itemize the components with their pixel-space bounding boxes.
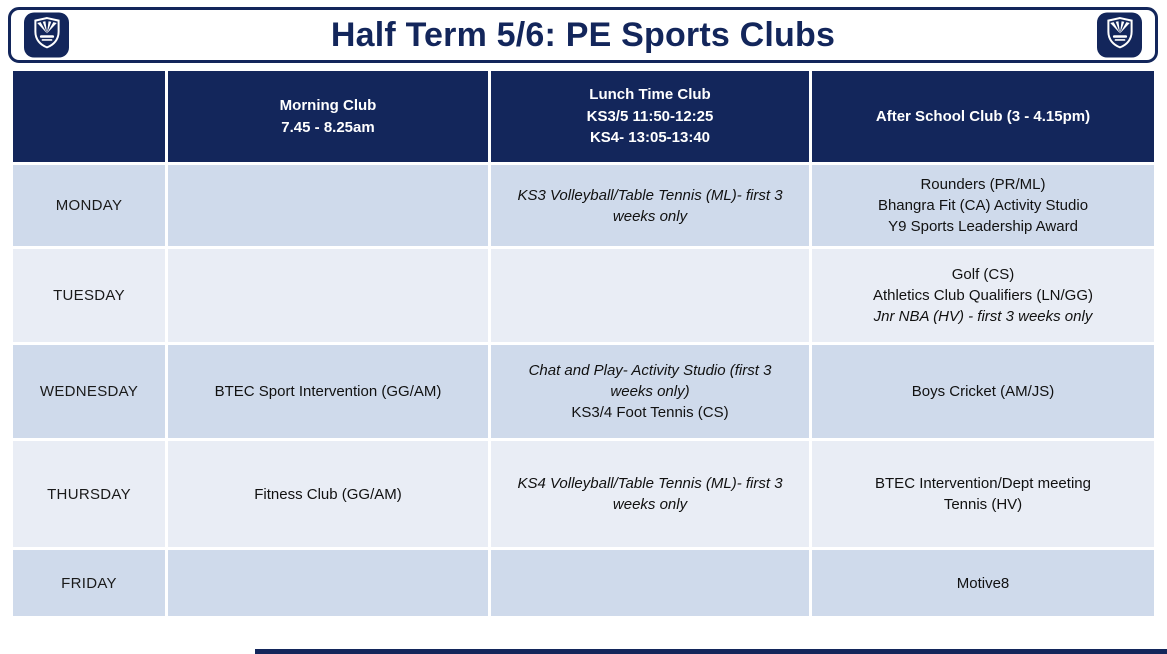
table-row-monday: MONDAY KS3 Volleyball/Table Tennis (ML)-…: [13, 165, 1154, 246]
club-entry: Rounders (PR/ML): [920, 176, 1046, 193]
school-logo-right: [1097, 12, 1142, 58]
club-entry: Tennis (HV): [943, 496, 1023, 513]
cell-friday-after-school: Motive8: [812, 550, 1154, 616]
cell-wednesday-lunch: Chat and Play- Activity Studio (first 3 …: [491, 345, 809, 438]
cell-thursday-lunch: KS4 Volleyball/Table Tennis (ML)- first …: [491, 441, 809, 547]
cell-friday-morning: [168, 550, 488, 616]
club-entry: BTEC Sport Intervention (GG/AM): [214, 383, 442, 400]
club-entry: KS4 Volleyball/Table Tennis (ML)- first …: [517, 475, 783, 513]
cell-thursday-morning: Fitness Club (GG/AM): [168, 441, 488, 547]
cell-tuesday-lunch: [491, 249, 809, 342]
school-logo-left: [24, 12, 69, 58]
club-entry: Motive8: [956, 574, 1010, 592]
cell-friday-lunch: [491, 550, 809, 616]
club-entry: Bhangra Fit (CA) Activity Studio: [877, 197, 1089, 214]
header-after-school-club: After School Club (3 - 4.15pm): [812, 71, 1154, 162]
cell-monday-morning: [168, 165, 488, 246]
cell-tuesday-morning: [168, 249, 488, 342]
club-entry: Fitness Club (GG/AM): [254, 485, 402, 503]
school-crest-icon: [30, 16, 64, 55]
header-lunch-club: Lunch Time Club KS3/5 11:50-12:25 KS4- 1…: [491, 71, 809, 162]
column-header-line: KS4- 13:05-13:40: [589, 129, 711, 147]
day-label: FRIDAY: [13, 550, 165, 616]
page-title: Half Term 5/6: PE Sports Clubs: [330, 15, 836, 54]
table-row-friday: FRIDAY Motive8: [13, 550, 1154, 616]
table-row-wednesday: WEDNESDAY BTEC Sport Intervention (GG/AM…: [13, 345, 1154, 438]
club-entry: KS3 Volleyball/Table Tennis (ML)- first …: [517, 186, 783, 225]
column-header-line: Morning Club: [279, 96, 377, 114]
table-row-tuesday: TUESDAY Golf (CS) Athletics Club Qualifi…: [13, 249, 1154, 342]
cell-wednesday-morning: BTEC Sport Intervention (GG/AM): [168, 345, 488, 438]
bottom-accent-bar: [255, 649, 1167, 654]
club-entry: Y9 Sports Leadership Award: [888, 218, 1078, 235]
cell-wednesday-after-school: Boys Cricket (AM/JS): [812, 345, 1154, 438]
club-entry: Chat and Play- Activity Studio (first 3 …: [528, 362, 772, 400]
cell-tuesday-after-school: Golf (CS) Athletics Club Qualifiers (LN/…: [812, 249, 1154, 342]
cell-thursday-after-school: BTEC Intervention/Dept meeting Tennis (H…: [812, 441, 1154, 547]
day-label: THURSDAY: [13, 441, 165, 547]
header-day-column: [13, 71, 165, 162]
club-entry: Boys Cricket (AM/JS): [911, 383, 1055, 400]
header-morning-club: Morning Club 7.45 - 8.25am: [168, 71, 488, 162]
school-crest-icon: [1103, 16, 1137, 55]
day-label: MONDAY: [13, 165, 165, 246]
clubs-table: Morning Club 7.45 - 8.25am Lunch Time Cl…: [10, 68, 1157, 619]
day-label: WEDNESDAY: [13, 345, 165, 438]
column-header-line: Lunch Time Club: [589, 85, 711, 103]
column-header-line: 7.45 - 8.25am: [281, 118, 375, 136]
club-entry: BTEC Intervention/Dept meeting: [875, 475, 1091, 492]
cell-monday-after-school: Rounders (PR/ML) Bhangra Fit (CA) Activi…: [812, 165, 1154, 246]
cell-monday-lunch: KS3 Volleyball/Table Tennis (ML)- first …: [491, 165, 809, 246]
title-bar: Half Term 5/6: PE Sports Clubs: [8, 7, 1158, 63]
club-entry: Golf (CS): [951, 266, 1015, 283]
column-header-line: KS3/5 11:50-12:25: [586, 107, 714, 125]
day-label: TUESDAY: [13, 249, 165, 342]
column-header-line: After School Club (3 - 4.15pm): [875, 107, 1091, 125]
header-row: Morning Club 7.45 - 8.25am Lunch Time Cl…: [13, 71, 1154, 162]
table-row-thursday: THURSDAY Fitness Club (GG/AM) KS4 Volley…: [13, 441, 1154, 547]
club-entry: KS3/4 Foot Tennis (CS): [571, 404, 729, 421]
club-entry: Jnr NBA (HV) - first 3 weeks only: [873, 308, 1093, 325]
club-entry: Athletics Club Qualifiers (LN/GG): [872, 287, 1094, 304]
